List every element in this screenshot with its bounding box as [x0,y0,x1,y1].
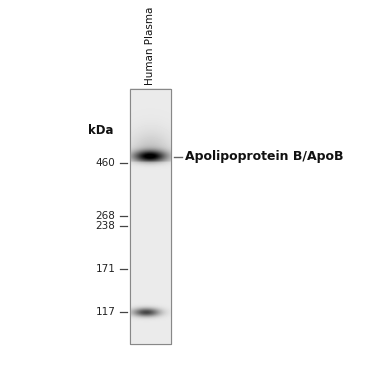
Bar [130,88,171,344]
Text: Apolipoprotein B/ApoB: Apolipoprotein B/ApoB [185,150,344,163]
Text: 238: 238 [96,221,116,231]
Text: 268: 268 [96,211,116,221]
Text: Human Plasma: Human Plasma [145,7,155,85]
Text: 460: 460 [96,158,116,168]
Text: 171: 171 [96,264,116,274]
Bar [130,88,171,344]
Text: kDa: kDa [88,123,113,136]
Text: 117: 117 [96,307,116,317]
